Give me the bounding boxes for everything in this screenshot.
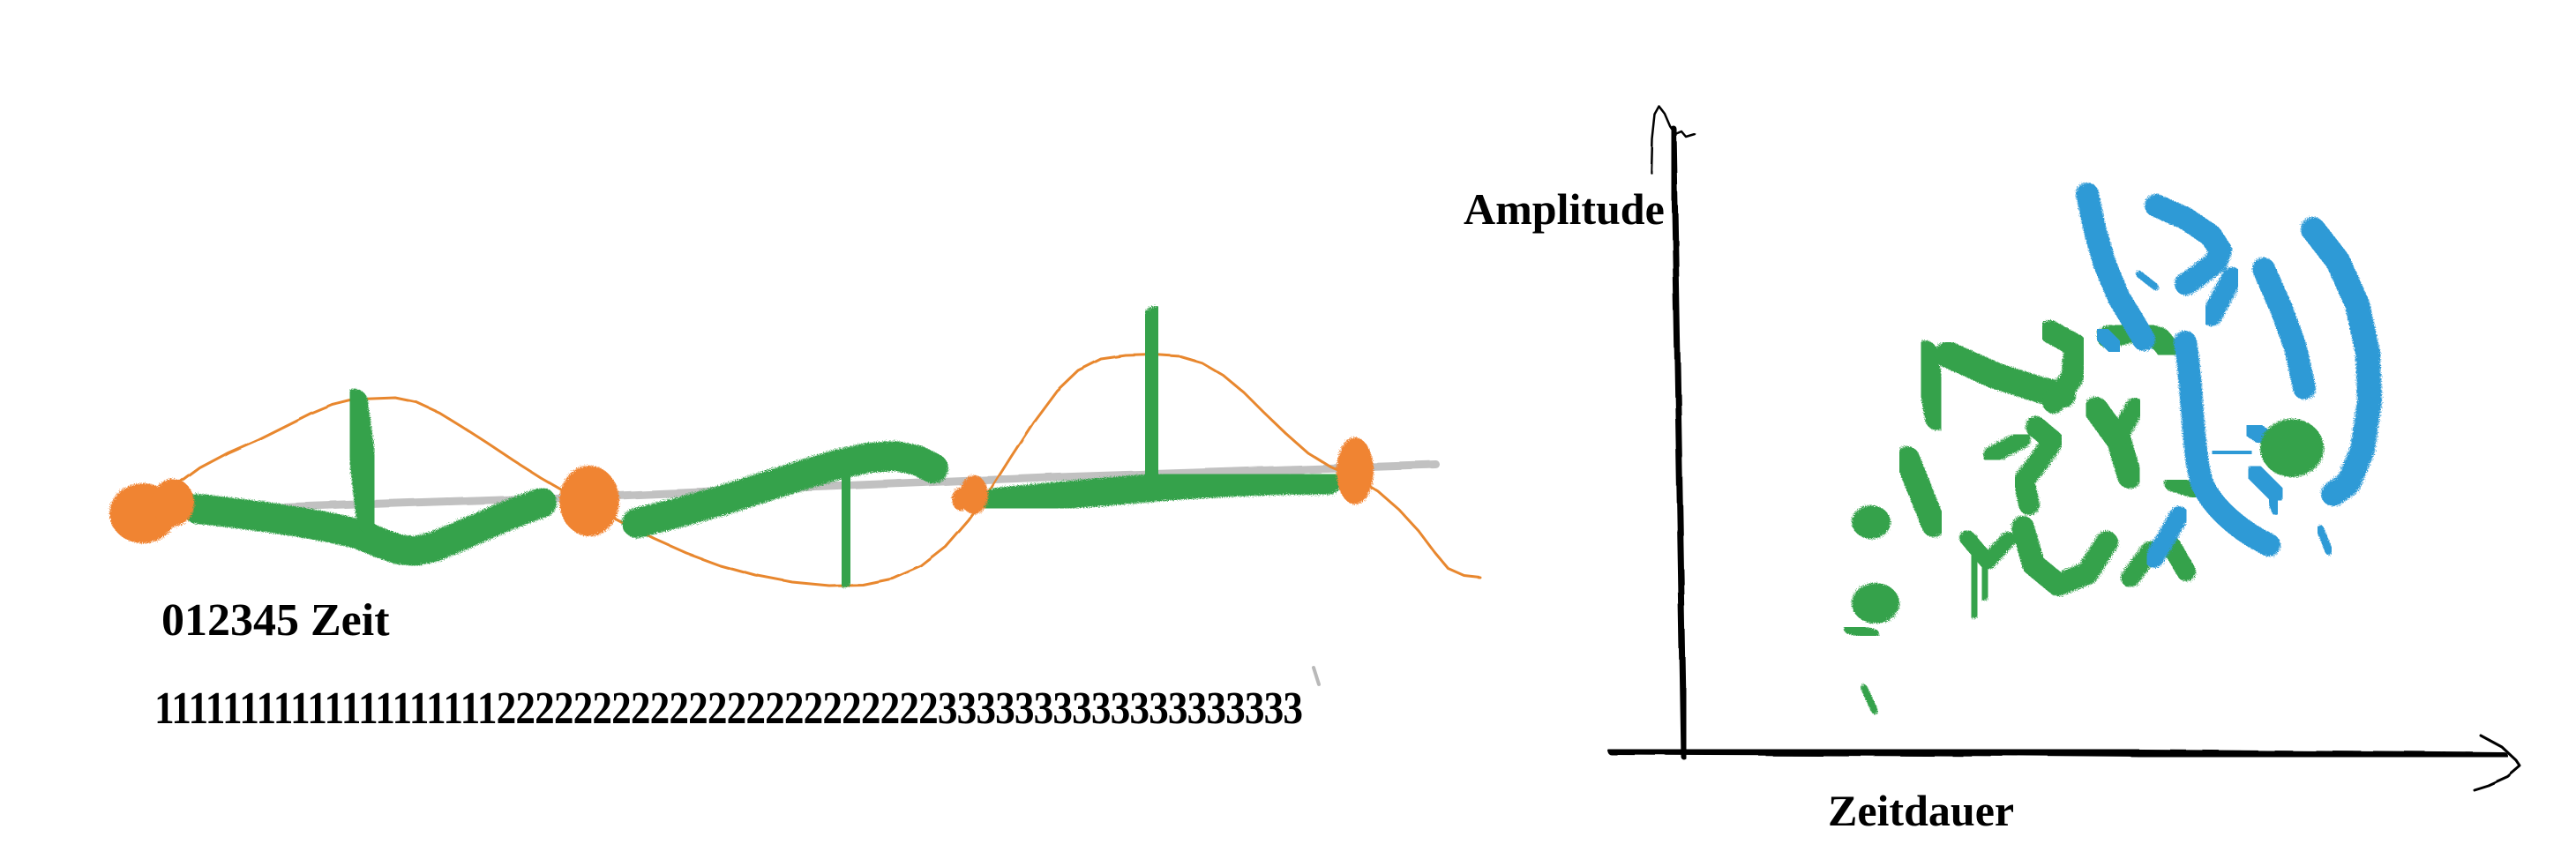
- green-flag-up-2: [1134, 306, 1169, 489]
- zero-cross-dot-3b: [952, 488, 970, 511]
- blue-mark: [2316, 525, 2333, 556]
- axes-group: [1606, 105, 2521, 791]
- green-mark: [1913, 340, 1950, 430]
- blue-mark: [2145, 194, 2232, 295]
- green-dot: [1852, 583, 1899, 624]
- green-mark: [2108, 398, 2145, 449]
- green-segment-1: [183, 488, 557, 566]
- orange-wave-outline: [171, 353, 1482, 587]
- x-axis-arrowhead: [2472, 734, 2521, 791]
- green-mark: [1935, 341, 2076, 408]
- zero-cross-dot-1b: [152, 479, 194, 527]
- green-mark: [1959, 535, 1989, 618]
- blue-mark: [2076, 183, 2155, 351]
- y-axis-line: [1670, 125, 1688, 760]
- blue-mark: [2301, 217, 2382, 506]
- x-axis-line: [1606, 746, 2508, 760]
- green-mark: [2039, 320, 2087, 414]
- zero-cross-dot-2: [559, 466, 619, 536]
- green-mark: [1844, 624, 1879, 639]
- green-mark: [1895, 446, 1946, 537]
- green-segment-3: [983, 467, 1342, 516]
- blue-mark: [2093, 325, 2123, 355]
- y-axis-top-flick: [1650, 105, 1696, 175]
- green-segment-2: [622, 441, 948, 538]
- time-axis-caption: 012345 Zeit: [161, 595, 390, 646]
- wave-group: [171, 353, 1482, 587]
- blue-mark: [2265, 487, 2281, 515]
- scatter-green-group: [1844, 319, 2213, 714]
- blue-mark: [2174, 331, 2280, 556]
- segment-number-sequence: 1111111111111111111122222222222222222222…: [154, 683, 1303, 734]
- blue-mark: [2209, 441, 2255, 464]
- left-green-group: [183, 306, 1342, 587]
- blue-mark: [2201, 267, 2243, 326]
- scatter-blue-group: [2076, 183, 2382, 568]
- blue-mark: [2136, 271, 2159, 290]
- x-axis-label: Zeitdauer: [1828, 786, 2015, 835]
- green-flag-down: [831, 471, 861, 587]
- green-dot: [1852, 505, 1891, 539]
- green-flag-up-1: [341, 389, 383, 534]
- green-mark: [2011, 516, 2118, 596]
- orange-dots-group: [109, 437, 1374, 543]
- blue-mark: [2252, 258, 2316, 400]
- green-dot: [2260, 419, 2324, 477]
- green-mark: [1861, 684, 1878, 714]
- small-gray-tick: [1312, 666, 1321, 686]
- green-mark: [1983, 430, 2031, 464]
- blue-mark: [2145, 506, 2189, 568]
- zero-cross-dot-4: [1337, 437, 1374, 504]
- y-axis-label: Amplitude: [1464, 184, 1665, 234]
- scatter-dots-group: [1852, 419, 2324, 624]
- baseline-group: [146, 460, 1441, 686]
- green-mark: [2013, 416, 2063, 515]
